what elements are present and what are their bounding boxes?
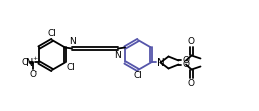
Text: -: - — [34, 69, 37, 74]
Text: O: O — [30, 70, 37, 79]
Text: O: O — [188, 79, 195, 88]
Text: O: O — [183, 60, 190, 69]
Text: Cl: Cl — [67, 63, 76, 72]
Text: O: O — [188, 37, 195, 46]
Text: Cl: Cl — [48, 30, 56, 39]
Text: N: N — [114, 51, 121, 60]
Text: +: + — [32, 56, 37, 61]
Text: N: N — [157, 57, 165, 67]
Text: Cl: Cl — [134, 71, 142, 80]
Text: O: O — [21, 58, 28, 67]
Text: N: N — [69, 37, 76, 46]
Text: O: O — [183, 56, 190, 65]
Text: N: N — [26, 57, 33, 67]
